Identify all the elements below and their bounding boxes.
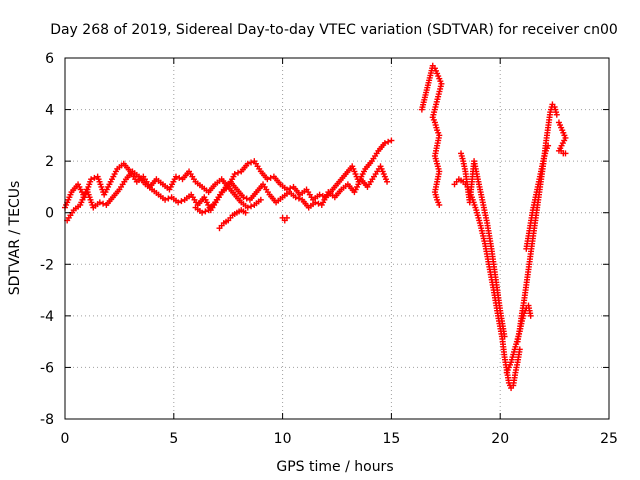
data-point (436, 201, 443, 208)
x-axis-label: GPS time / hours (276, 459, 393, 475)
data-point-fill (234, 169, 241, 176)
data-point-fill (315, 200, 322, 207)
x-tick-label: 10 (274, 431, 292, 447)
data-point (316, 191, 323, 198)
data-point (562, 150, 569, 157)
data-point (384, 178, 391, 185)
data-point (312, 199, 319, 206)
y-tick-label: -4 (40, 309, 54, 325)
data-point (199, 209, 206, 216)
plot-frame (64, 57, 610, 420)
data-point (240, 194, 247, 201)
data-point (283, 214, 290, 221)
x-tick-label: 25 (600, 431, 618, 447)
y-tick-label: 2 (45, 154, 54, 170)
data-point (501, 333, 508, 340)
data-point (257, 196, 264, 203)
data-points (62, 62, 569, 392)
data-point (162, 196, 169, 203)
data-point (527, 312, 534, 319)
y-tick-label: -6 (40, 360, 54, 376)
y-tick-label: 6 (45, 51, 54, 67)
data-point (381, 140, 388, 147)
y-tick-label: -8 (40, 412, 54, 428)
x-tick-label: 5 (169, 431, 178, 447)
data-point (244, 204, 251, 211)
data-point (553, 111, 560, 118)
x-tick-label: 0 (61, 431, 70, 447)
data-point-fill (91, 174, 98, 181)
data-point-fill (165, 195, 172, 202)
y-tick-label: 0 (45, 206, 54, 222)
data-point (96, 199, 103, 206)
data-point (231, 171, 238, 178)
data-point-fill (178, 198, 185, 205)
data-point-fill (202, 208, 209, 215)
data-point (264, 176, 271, 183)
data-point-fill (248, 159, 255, 166)
data-point (175, 199, 182, 206)
data-point (242, 209, 249, 216)
axis-ticks: 0 5 10 15 20 25 -8 -6 -4 -2 0 2 4 6 (40, 51, 618, 447)
data-point-fill (295, 195, 302, 202)
data-point (88, 176, 95, 183)
chart-title: Day 268 of 2019, Sidereal Day-to-day VTE… (50, 22, 618, 38)
data-point (172, 173, 179, 180)
data-point (516, 346, 523, 353)
x-tick-label: 15 (382, 431, 400, 447)
data-point (545, 142, 552, 149)
data-point (292, 194, 299, 201)
data-point-fill (385, 138, 392, 145)
data-point-fill (248, 203, 255, 210)
y-tick-label: 4 (45, 103, 54, 119)
y-axis-label: SDTVAR / TECUs (7, 181, 23, 296)
grid-lines (65, 58, 609, 419)
data-point (244, 160, 251, 167)
data-point (388, 137, 395, 144)
y-tick-label: -2 (40, 257, 54, 273)
x-tick-label: 20 (491, 431, 509, 447)
